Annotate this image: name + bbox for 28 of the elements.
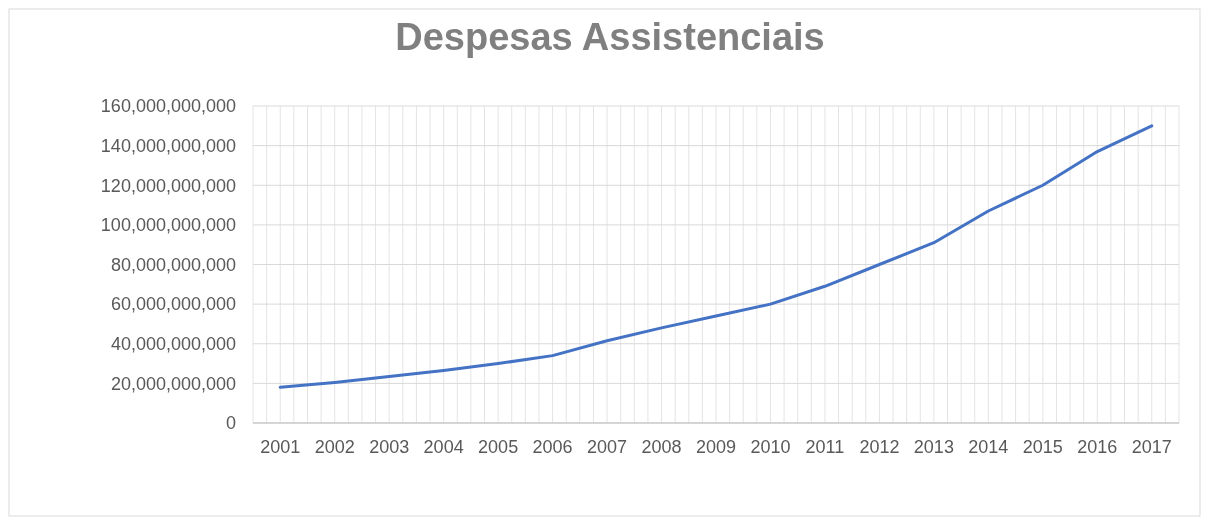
x-tick-label: 2007	[587, 437, 628, 457]
x-tick-label: 2014	[968, 437, 1009, 457]
x-tick-label: 2011	[805, 437, 845, 457]
x-tick-label: 2013	[913, 437, 954, 457]
line-series	[278, 124, 1154, 389]
y-tick-label: 60,000,000,000	[110, 294, 236, 315]
y-tick-label: 100,000,000,000	[100, 215, 236, 236]
x-tick-label: 2001	[260, 437, 301, 457]
x-tick-label: 2006	[532, 437, 573, 457]
y-tick-label: 0	[225, 413, 236, 434]
x-tick-label: 2005	[478, 437, 519, 457]
x-tick-label: 2003	[369, 437, 410, 457]
y-tick-label: 120,000,000,000	[100, 175, 236, 196]
y-tick-label: 40,000,000,000	[110, 334, 236, 355]
x-tick-label: 2017	[1131, 437, 1172, 457]
x-tick-label: 2002	[314, 437, 355, 457]
x-tick-label: 2015	[1022, 437, 1063, 457]
x-tick-label: 2016	[1077, 437, 1118, 457]
x-tick-label: 2008	[641, 437, 682, 457]
x-tick-label: 2009	[695, 437, 737, 457]
x-tick-label: 2010	[750, 437, 791, 457]
y-tick-label: 160,000,000,000	[100, 96, 236, 117]
x-tick-label: 2012	[859, 437, 900, 457]
x-tick-label: 2004	[423, 437, 464, 457]
y-tick-label: 140,000,000,000	[100, 135, 236, 156]
y-tick-label: 20,000,000,000	[110, 373, 236, 394]
y-tick-label: 80,000,000,000	[110, 254, 236, 275]
chart-title: Despesas Assistenciais	[395, 16, 825, 58]
